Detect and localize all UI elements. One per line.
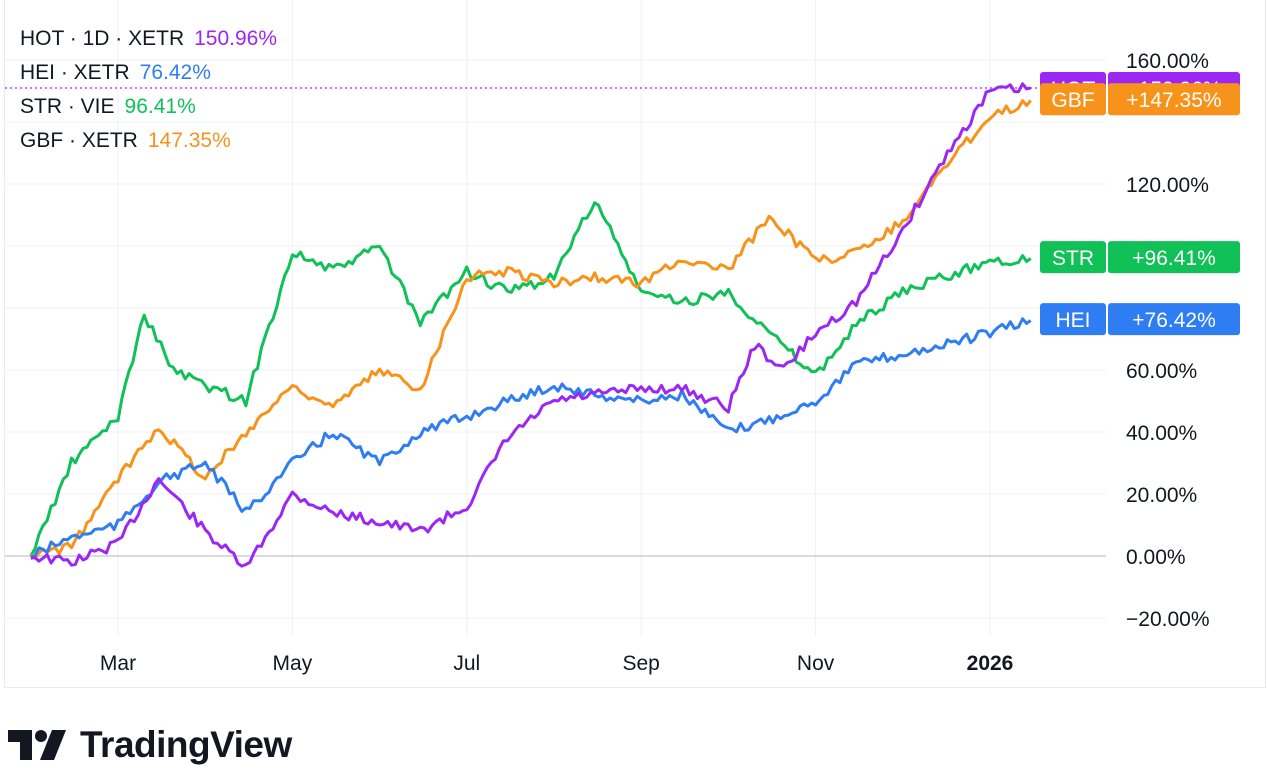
tradingview-logo[interactable]: TradingView <box>8 724 292 766</box>
x-tick-label: Jul <box>453 652 480 675</box>
badge-str: STR +96.41% <box>1040 241 1240 274</box>
x-tick-label: Mar <box>100 652 136 675</box>
series-lines <box>29 82 1032 568</box>
series-line-str <box>29 201 1032 557</box>
badge-label: HEI <box>1055 309 1090 332</box>
y-tick-label: 40.00% <box>1126 422 1197 445</box>
legend-item-hot[interactable]: HOT · 1D · XETR 150.96% <box>20 22 277 56</box>
badge-label: STR <box>1052 247 1094 270</box>
chart-frame <box>4 0 1266 688</box>
legend-item-gbf[interactable]: GBF · XETR 147.35% <box>20 124 277 158</box>
x-axis: Mar May Jul Sep Nov 2026 <box>100 652 1013 675</box>
grid <box>5 0 1106 636</box>
badge-label-box <box>1040 241 1106 274</box>
badge-label: GBF <box>1051 89 1094 112</box>
y-axis: 160.00% 120.00% 60.00% 40.00% 20.00% 0.00% −20… <box>1126 50 1210 631</box>
series-line-hot <box>30 82 1032 568</box>
legend-change: 96.41% <box>124 95 196 118</box>
y-tick-label: 0.00% <box>1126 546 1186 569</box>
badge-gbf: GBF +147.35% <box>1040 83 1240 116</box>
badge-value-box <box>1108 303 1240 336</box>
x-tick-label: Nov <box>797 652 835 675</box>
chart-legend: HOT · 1D · XETR 150.96% HEI · XETR 76.42% … <box>20 22 277 158</box>
badge-value-box <box>1108 83 1240 116</box>
legend-change: 150.96% <box>194 27 278 50</box>
legend-item-hei[interactable]: HEI · XETR 76.42% <box>20 56 277 90</box>
series-line-hei <box>30 317 1032 559</box>
legend-change: 76.42% <box>139 61 211 84</box>
badge-value: +76.42% <box>1132 309 1216 332</box>
badge-value: +147.35% <box>1126 89 1221 112</box>
y-tick-label: 160.00% <box>1126 50 1209 73</box>
badge-value-box <box>1108 241 1240 274</box>
y-tick-label: −20.00% <box>1126 608 1210 631</box>
legend-item-str[interactable]: STR · VIE 96.41% <box>20 90 277 124</box>
x-tick-label: 2026 <box>967 652 1014 675</box>
legend-symbol: GBF · XETR <box>20 129 138 152</box>
tradingview-logo-icon <box>8 730 66 760</box>
last-value-badges: HOT+150.96%HEI+76.42%STR+96.41%GBF+147.3… <box>1040 72 1240 336</box>
legend-change: 147.35% <box>147 129 231 152</box>
y-tick-label: 120.00% <box>1126 174 1209 197</box>
badge-hei: HEI +76.42% <box>1040 303 1240 336</box>
legend-symbol: HEI · XETR <box>20 61 130 84</box>
badge-label-box <box>1040 83 1106 116</box>
tradingview-wordmark: TradingView <box>80 724 292 765</box>
x-tick-label: Sep <box>623 652 660 675</box>
x-tick-label: May <box>273 652 313 675</box>
legend-symbol: HOT · 1D · XETR <box>20 27 185 50</box>
price-chart[interactable]: 160.00% 120.00% 60.00% 40.00% 20.00% 0.00% −20… <box>0 0 1268 710</box>
badge-label-box <box>1040 303 1106 336</box>
badge-value: +96.41% <box>1132 247 1216 270</box>
legend-symbol: STR · VIE <box>20 95 115 118</box>
series-line-gbf <box>29 99 1032 560</box>
y-tick-label: 60.00% <box>1126 360 1197 383</box>
y-tick-label: 20.00% <box>1126 484 1197 507</box>
